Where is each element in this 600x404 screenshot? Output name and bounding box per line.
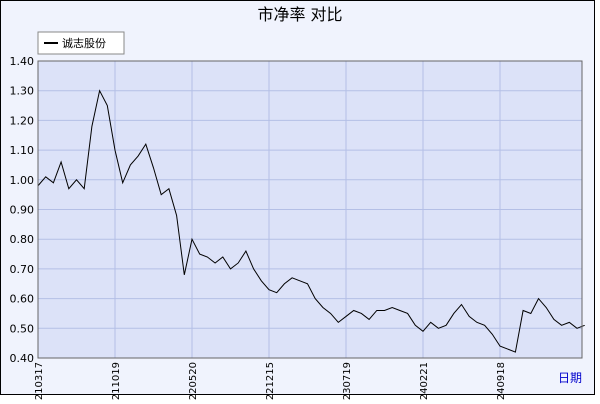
- x-tick-label: 20240221: [419, 362, 430, 400]
- x-axis-label: 日期: [558, 371, 582, 385]
- y-tick-label: 1.40: [10, 55, 35, 68]
- x-tick-label: 20221215: [265, 362, 276, 400]
- y-tick-label: 0.50: [10, 322, 35, 335]
- y-tick-label: 1.20: [10, 114, 35, 127]
- x-tick-label: 20230719: [342, 362, 353, 400]
- x-tick-label: 20240918: [496, 362, 507, 400]
- x-tick-label: 20211019: [111, 362, 122, 400]
- y-tick-label: 1.30: [10, 85, 35, 98]
- y-tick-label: 0.80: [10, 233, 35, 246]
- x-tick-label: 20210317: [34, 362, 45, 400]
- plot-border: [37, 60, 583, 359]
- y-tick-label: 1.00: [10, 174, 35, 187]
- y-tick-label: 1.10: [10, 144, 35, 157]
- y-tick-label: 0.90: [10, 204, 35, 217]
- y-tick-label: 0.70: [10, 263, 35, 276]
- chart-title: 市净率 对比: [257, 5, 342, 24]
- y-tick-label: 0.60: [10, 293, 35, 306]
- y-tick-label: 0.40: [10, 352, 35, 365]
- x-tick-label: 20220520: [188, 362, 199, 400]
- legend: [37, 31, 125, 55]
- legend-label: 诚志股份: [62, 37, 106, 50]
- series-line: [37, 89, 585, 353]
